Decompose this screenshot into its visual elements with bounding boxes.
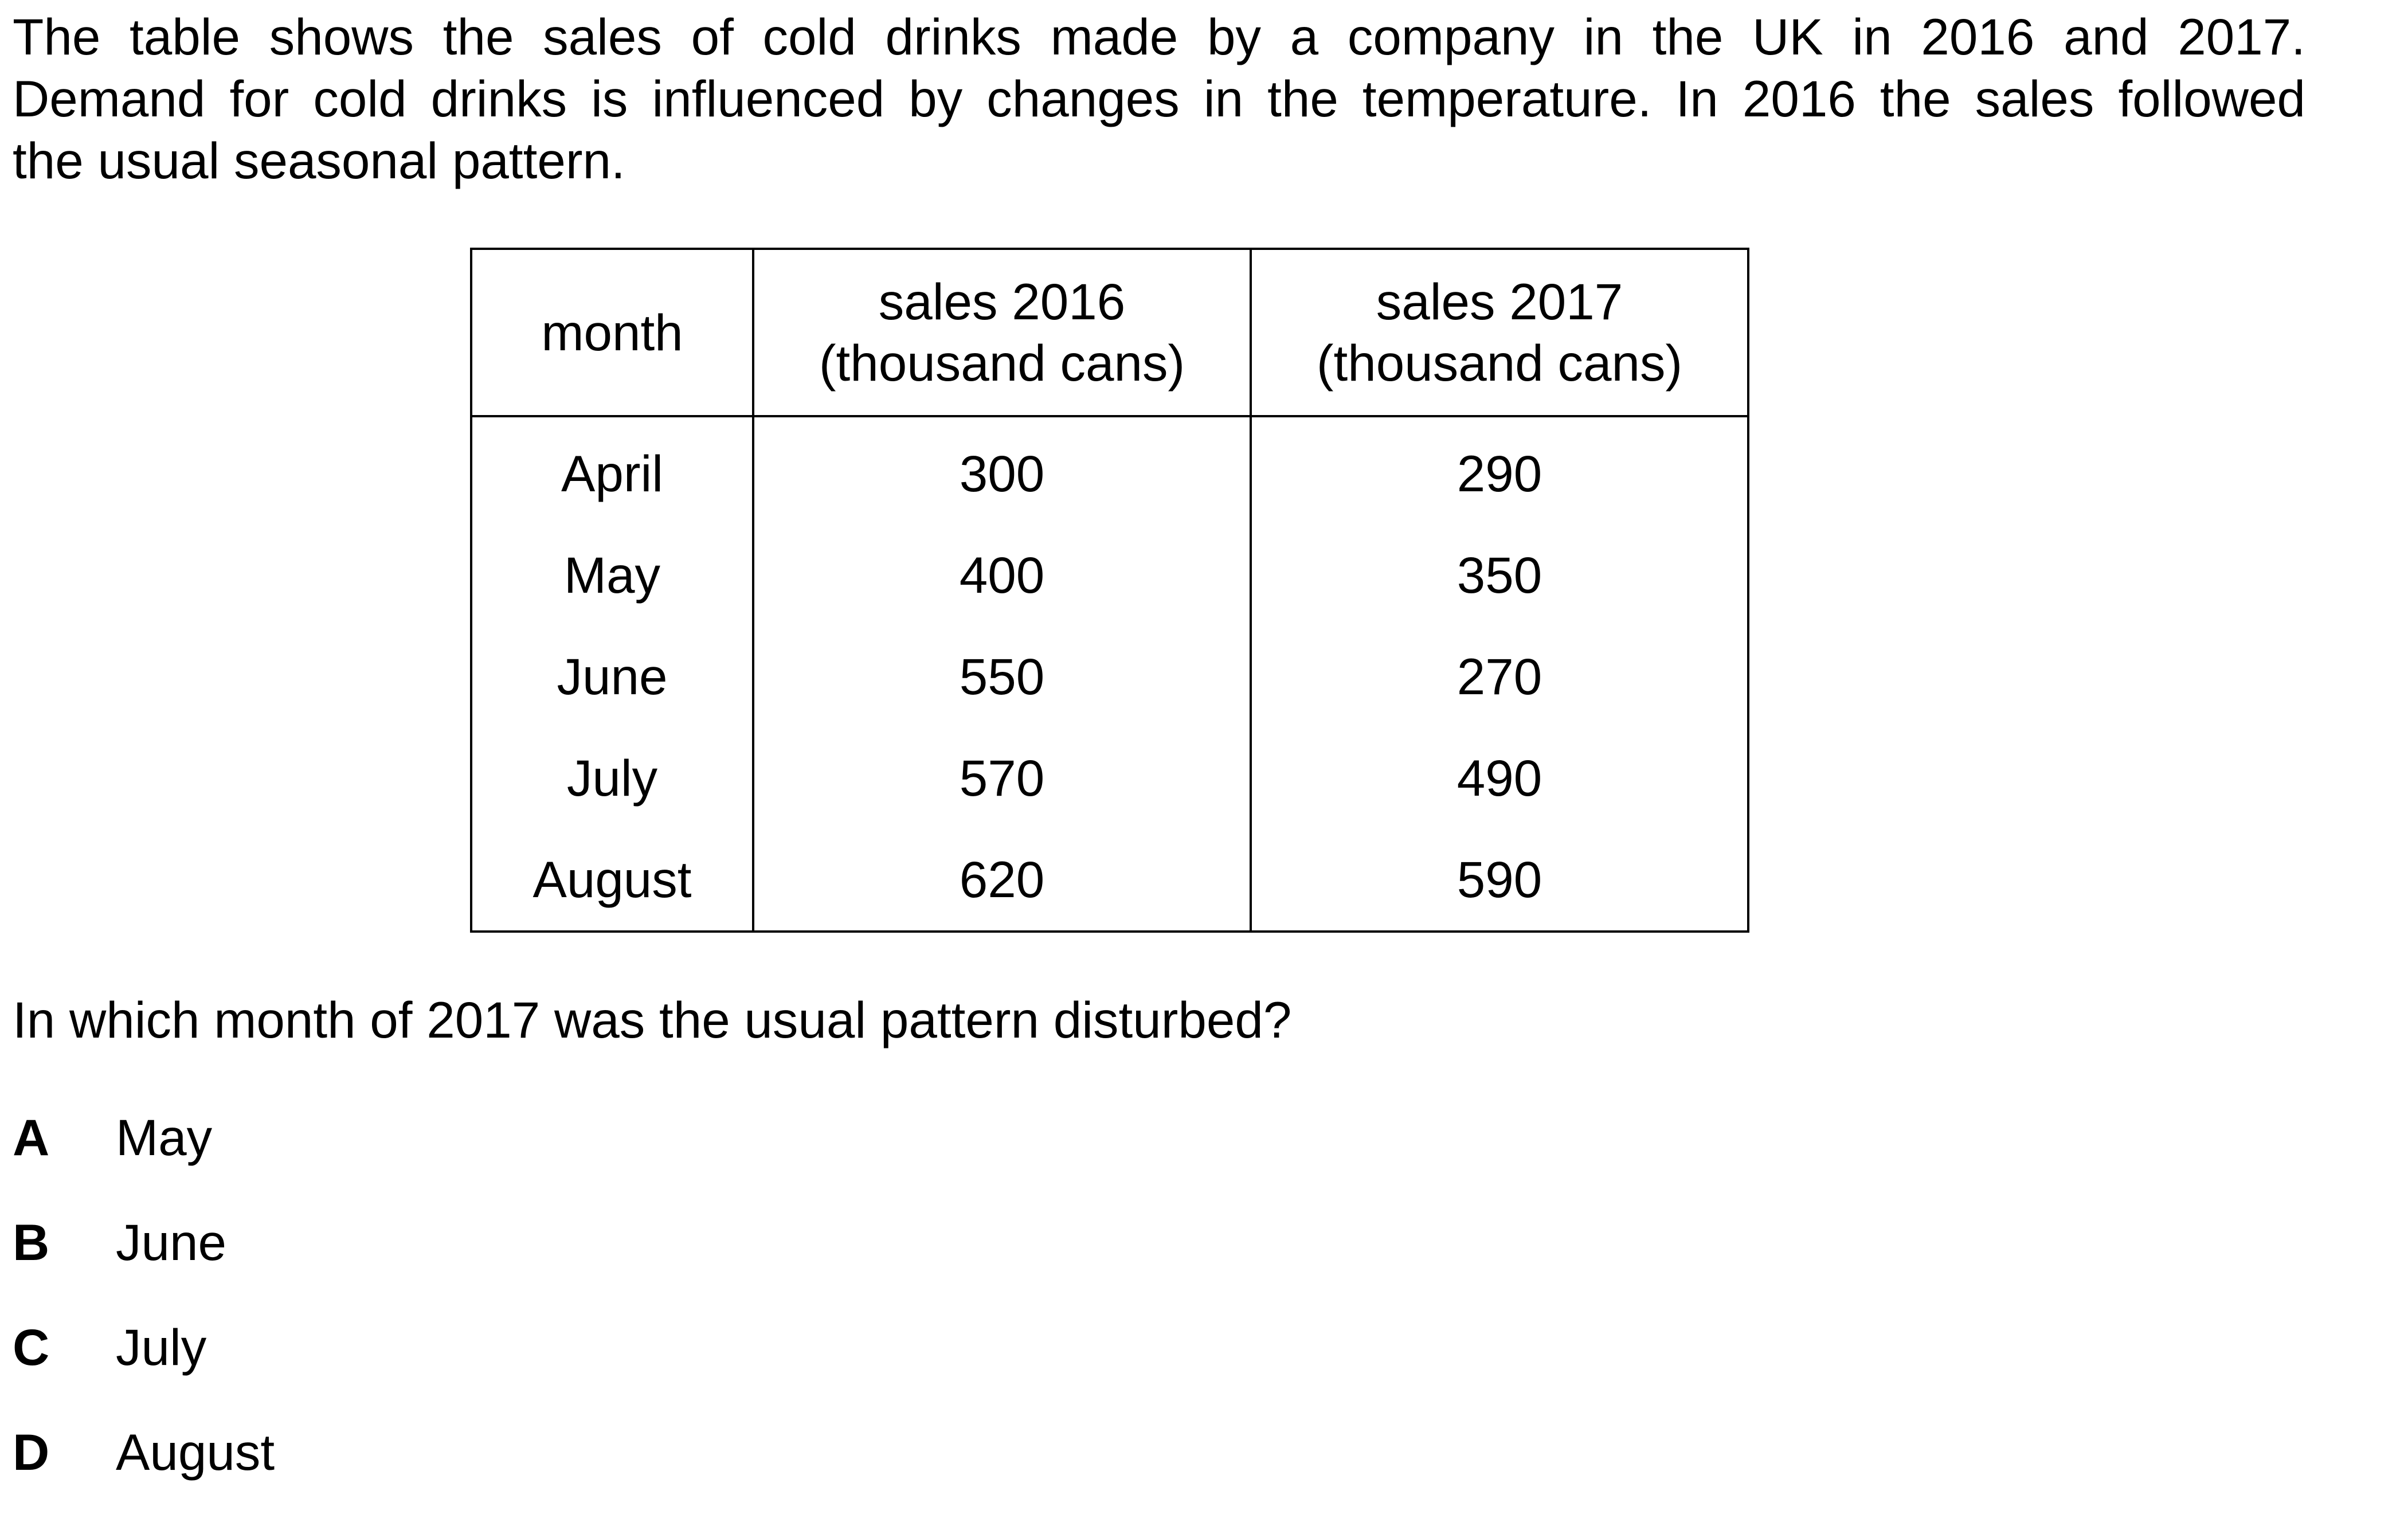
header-sales-2016: sales 2016 (thousand cans)	[752, 248, 1252, 417]
option-b[interactable]: B June	[13, 1211, 275, 1316]
option-text: August	[116, 1423, 275, 1481]
option-text: July	[116, 1318, 207, 1376]
cell-sales-2016: 570	[752, 727, 1252, 829]
option-d[interactable]: D August	[13, 1421, 275, 1526]
option-text: June	[116, 1214, 226, 1271]
cell-month: June	[470, 626, 754, 727]
header-month-label: month	[541, 303, 683, 361]
option-c[interactable]: C July	[13, 1316, 275, 1421]
option-a[interactable]: A May	[13, 1106, 275, 1211]
table-row: August 620 590	[470, 829, 1749, 933]
cell-month: July	[470, 727, 754, 829]
table-row: May 400 350	[470, 525, 1749, 626]
option-letter: A	[13, 1109, 50, 1166]
cell-sales-2016: 300	[752, 416, 1252, 525]
cell-sales-2017: 490	[1250, 727, 1749, 829]
intro-paragraph: The table shows the sales of cold drinks…	[13, 6, 2305, 191]
intro-line-2: Demand for cold drinks is influenced by …	[13, 70, 2305, 127]
cell-sales-2016: 400	[752, 525, 1252, 626]
header-sales-2017: sales 2017 (thousand cans)	[1250, 248, 1749, 417]
option-letter: B	[13, 1214, 50, 1271]
cell-sales-2017: 590	[1250, 829, 1749, 933]
option-letter: C	[13, 1318, 50, 1376]
header-sales-2017-title: sales 2017	[1376, 273, 1623, 330]
cell-month: April	[470, 416, 754, 525]
cell-sales-2017: 350	[1250, 525, 1749, 626]
intro-line-1: The table shows the sales of cold drinks…	[13, 8, 2305, 65]
header-sales-2016-unit: (thousand cans)	[819, 334, 1185, 392]
sales-table: month sales 2016 (thousand cans) sales 2…	[470, 248, 1749, 933]
intro-line-3: the usual seasonal pattern.	[13, 132, 625, 189]
cell-month: August	[470, 829, 754, 933]
cell-sales-2016: 550	[752, 626, 1252, 727]
cell-sales-2017: 290	[1250, 416, 1749, 525]
answer-options: A May B June C July D August	[13, 1106, 275, 1526]
header-sales-2017-unit: (thousand cans)	[1316, 334, 1683, 392]
table-row: July 570 490	[470, 727, 1749, 829]
option-text: May	[116, 1109, 213, 1166]
header-month: month	[470, 248, 754, 417]
cell-month: May	[470, 525, 754, 626]
cell-sales-2017: 270	[1250, 626, 1749, 727]
table-header-row: month sales 2016 (thousand cans) sales 2…	[470, 248, 1749, 417]
cell-sales-2016: 620	[752, 829, 1252, 933]
header-sales-2016-title: sales 2016	[878, 273, 1126, 330]
question-text: In which month of 2017 was the usual pat…	[13, 991, 1292, 1048]
table-row: April 300 290	[470, 416, 1749, 525]
table-row: June 550 270	[470, 626, 1749, 727]
option-letter: D	[13, 1423, 50, 1481]
